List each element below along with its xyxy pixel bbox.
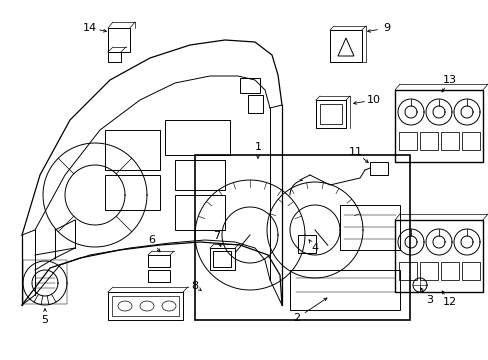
Bar [339,205,399,250]
Bar [419,132,437,150]
Bar [148,270,170,282]
Bar [315,100,346,128]
Bar [105,175,160,210]
Bar [195,155,409,320]
Bar [369,162,387,175]
Text: 1: 1 [254,142,261,152]
Text: 12: 12 [442,297,456,307]
Bar [105,130,160,170]
Bar [394,220,482,292]
Text: 9: 9 [383,23,390,33]
Text: 3: 3 [426,295,433,305]
Bar [297,235,315,253]
Bar [440,262,458,280]
Text: 2: 2 [293,313,300,323]
Bar [289,270,399,310]
Bar [108,292,183,320]
Text: 11: 11 [348,147,362,157]
Bar [329,30,361,62]
Bar [164,120,229,155]
Bar [319,104,341,124]
Bar [394,90,482,162]
Text: 7: 7 [213,231,220,241]
Text: 5: 5 [41,315,48,325]
Bar [398,132,416,150]
Text: 10: 10 [366,95,380,105]
Bar [461,262,479,280]
Text: 6: 6 [148,235,155,245]
Bar [240,78,260,93]
Bar [108,52,121,62]
Bar [247,95,263,113]
Bar [175,160,224,190]
Text: 14: 14 [83,23,97,33]
Bar [398,262,416,280]
Bar [108,28,130,52]
Bar [23,260,67,304]
Bar [148,255,170,267]
Bar [461,132,479,150]
Bar [112,296,179,316]
Bar [209,248,235,270]
Text: 4: 4 [311,243,318,253]
Bar [213,251,230,267]
Bar [419,262,437,280]
Text: 8: 8 [191,281,198,291]
Bar [175,195,224,230]
Bar [440,132,458,150]
Text: 13: 13 [442,75,456,85]
